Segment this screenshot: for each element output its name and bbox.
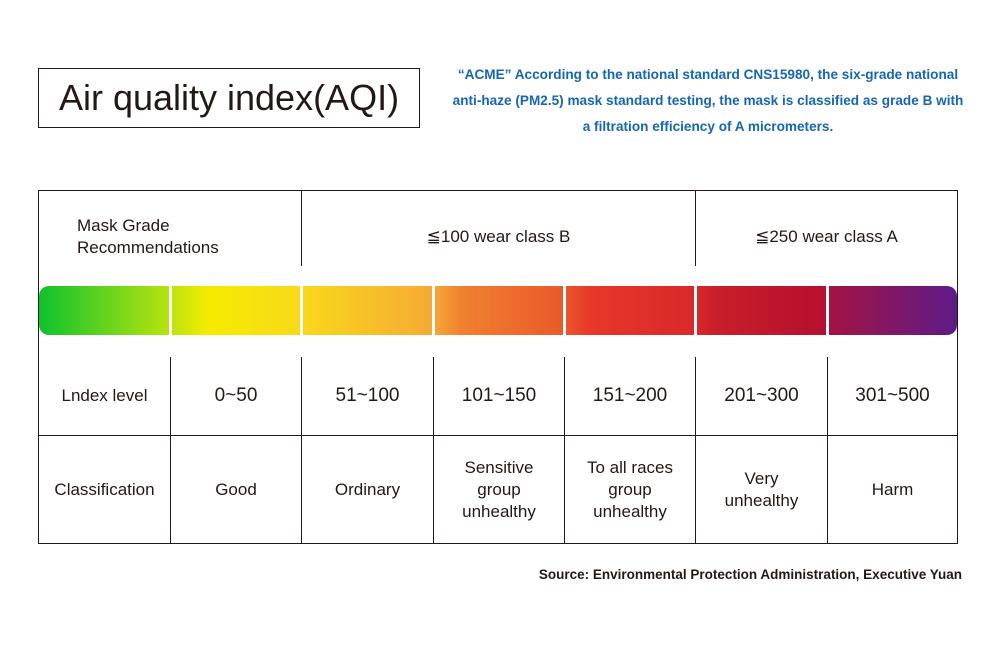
mask-grade-label: Mask Grade Recommendations [77, 216, 219, 257]
bar-separator [563, 286, 566, 335]
bar-separator [826, 286, 829, 335]
divider [170, 357, 171, 543]
bar-separator [694, 286, 697, 335]
divider [564, 357, 565, 543]
classification: Sensitive group unhealthy [462, 458, 536, 521]
index-range: 101~150 [461, 385, 537, 406]
class-a-label: ≦250 wear class A [755, 227, 898, 246]
bar-separator [300, 286, 303, 335]
divider [695, 357, 696, 543]
classification: Ordinary [334, 480, 401, 499]
divider [695, 191, 696, 266]
aqi-color-bar [39, 286, 957, 335]
divider [301, 191, 302, 266]
divider [433, 357, 434, 543]
classification: Very unhealthy [724, 469, 799, 510]
index-range: 151~200 [592, 385, 668, 406]
index-level-label: Lndex level [61, 386, 148, 405]
aqi-table: Mask Grade Recommendations ≦100 wear cla… [38, 190, 958, 544]
bar-separator [432, 286, 435, 335]
index-range: 201~300 [724, 385, 799, 406]
classification: To all races group unhealthy [587, 458, 673, 521]
classification: Good [215, 480, 257, 499]
classification-label: Classification [54, 480, 155, 499]
page-title: Air quality index(AQI) [38, 68, 420, 128]
divider [301, 357, 302, 543]
index-range: 0~50 [214, 385, 258, 406]
divider [827, 357, 828, 543]
index-range: 301~500 [855, 385, 930, 406]
intro-text: “ACME” According to the national standar… [452, 67, 964, 134]
class-b-label: ≦100 wear class B [426, 227, 571, 246]
row-divider [39, 435, 957, 436]
classification: Harm [871, 480, 914, 499]
bar-separator [169, 286, 172, 335]
index-range: 51~100 [335, 385, 400, 406]
source-note: Source: Environmental Protection Adminis… [538, 567, 962, 582]
